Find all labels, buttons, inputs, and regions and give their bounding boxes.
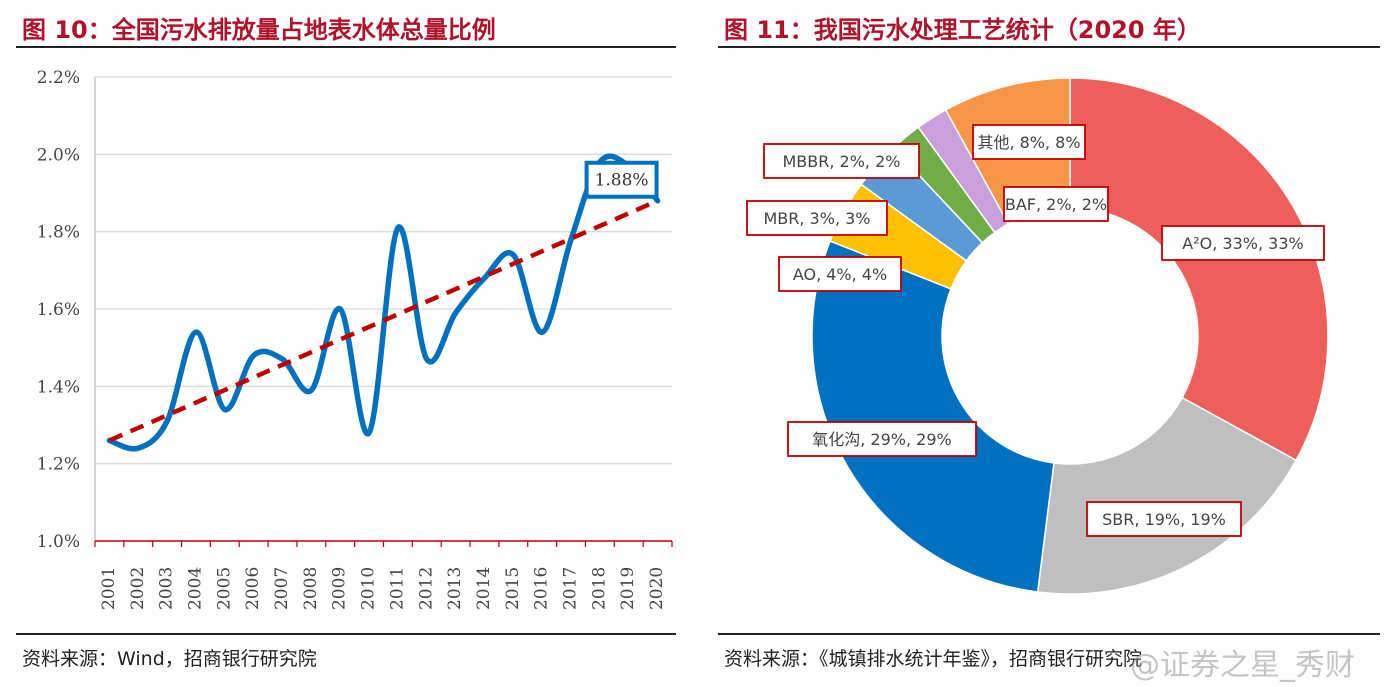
annotation-label: 1.88%: [595, 171, 649, 191]
right-source: 资料来源：《城镇排水统计年鉴》，招商银行研究院: [724, 648, 1143, 670]
x-tick-label: 2003: [157, 567, 177, 610]
left-figure-title: 图 10：全国污水排放量占地表水体总量比例: [22, 16, 496, 44]
line-chart: 1.0% 1.2% 1.4% 1.6% 1.8% 2.0% 2.2% 2001 2002 2003…: [37, 68, 673, 610]
right-figure-title: 图 11：我国污水处理工艺统计（2020 年）: [724, 16, 1201, 44]
slice-label: MBBR, 2%, 2%: [783, 152, 901, 171]
x-tick-label: 2005: [214, 567, 234, 610]
slice-label-box: [1003, 186, 1109, 222]
left-bottom-rule: [16, 633, 676, 635]
y-tick-label: 2.2%: [37, 68, 80, 88]
x-tick-label: 2007: [272, 567, 292, 610]
right-figure: 图 11：我国污水处理工艺统计（2020 年） A²O, 33%, 33% SBR…: [714, 0, 1384, 687]
x-tick-label: 2017: [561, 567, 581, 610]
x-tick-label: 2008: [301, 567, 321, 610]
x-tick-label: 2018: [589, 567, 609, 610]
y-tick-label: 1.6%: [37, 300, 80, 320]
slice-label-box: [763, 143, 920, 179]
slice-label-box: [972, 124, 1086, 160]
slice-label-box: [778, 256, 902, 292]
slice-label-box: [1086, 501, 1242, 537]
series-line: [106, 153, 661, 452]
slice-label-box: [1161, 225, 1325, 261]
donut-chart: A²O, 33%, 33% SBR, 19%, 19% 氧化沟, 29%, 29% A…: [746, 77, 1329, 595]
y-tick-label: 1.8%: [37, 223, 80, 243]
slice-label-box: [787, 421, 977, 457]
y-tick-label: 2.0%: [37, 145, 80, 165]
trendline: [108, 198, 659, 443]
slice-label: A²O, 33%, 33%: [1182, 234, 1303, 253]
x-tick-label: 2013: [445, 567, 465, 610]
slice-label: MBR, 3%, 3%: [763, 209, 870, 228]
x-tick-label: 2014: [474, 567, 494, 610]
x-tick-label: 2012: [416, 567, 436, 610]
annotation-box: [584, 160, 659, 199]
slice-label: BAF, 2%, 2%: [1005, 195, 1107, 214]
slice-label: AO, 4%, 4%: [793, 265, 887, 284]
watermark: @证券之星_秀财: [1130, 648, 1355, 683]
y-tick-label: 1.4%: [37, 377, 80, 397]
x-tick-label: 2004: [185, 567, 205, 610]
right-title-rule: [718, 46, 1380, 48]
x-tick-label: 2020: [647, 567, 667, 610]
x-tick-label: 2010: [359, 567, 379, 610]
x-tick-label: 2015: [503, 567, 523, 610]
x-tick-label: 2009: [330, 567, 350, 610]
x-tick-label: 2016: [532, 567, 552, 610]
donut-slice: [1069, 77, 1329, 462]
x-tick-label: 2011: [387, 567, 407, 610]
slice-label: SBR, 19%, 19%: [1102, 510, 1226, 529]
slice-label: 其他, 8%, 8%: [977, 133, 1080, 152]
slice-label: 氧化沟, 29%, 29%: [812, 430, 951, 449]
left-title-rule: [16, 46, 676, 48]
y-tick-label: 1.0%: [37, 532, 80, 552]
left-figure: 图 10：全国污水排放量占地表水体总量比例 1.0% 1.2% 1.4% 1.6% 1.…: [0, 0, 680, 687]
x-tick-label: 2001: [99, 567, 119, 610]
right-bottom-rule: [718, 633, 1380, 635]
y-tick-label: 1.2%: [37, 455, 80, 475]
x-tick-label: 2006: [243, 567, 263, 610]
left-source: 资料来源：Wind，招商银行研究院: [22, 648, 317, 670]
slice-label-box: [746, 200, 888, 236]
x-tick-label: 2019: [618, 567, 638, 610]
donut-slice: [811, 240, 1055, 593]
x-tick-label: 2002: [128, 567, 148, 610]
